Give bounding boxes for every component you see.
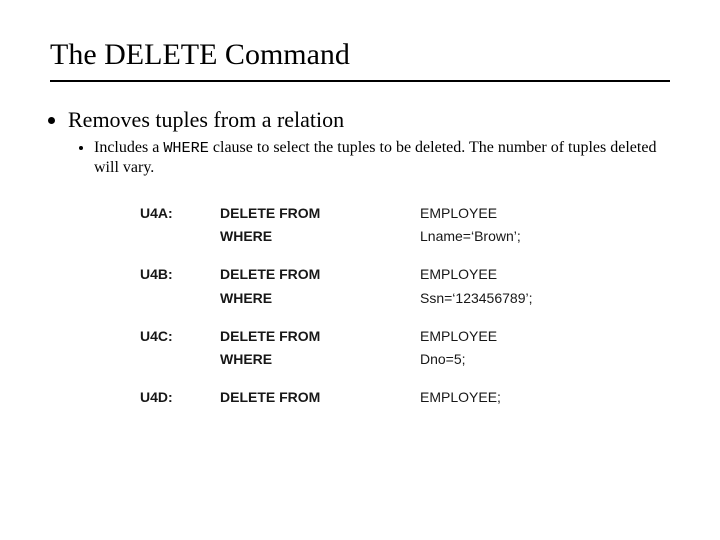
example-keyword: WHERE bbox=[220, 287, 420, 311]
bullet-l2-item: Includes a WHERE clause to select the tu… bbox=[94, 138, 670, 178]
example-row: WHERELname=‘Brown’; bbox=[140, 225, 670, 249]
example-row: U4A:DELETE FROMEMPLOYEE bbox=[140, 202, 670, 226]
example-label bbox=[140, 225, 220, 249]
example-keyword: WHERE bbox=[220, 225, 420, 249]
sql-examples: U4A:DELETE FROMEMPLOYEEWHERELname=‘Brown… bbox=[140, 202, 670, 411]
bullet-list-level2: Includes a WHERE clause to select the tu… bbox=[68, 138, 670, 178]
example-value: EMPLOYEE bbox=[420, 263, 670, 287]
slide: The DELETE Command Removes tuples from a… bbox=[0, 0, 720, 540]
example-label: U4B: bbox=[140, 263, 220, 287]
example-row: U4B:DELETE FROMEMPLOYEE bbox=[140, 263, 670, 287]
example-block: U4A:DELETE FROMEMPLOYEEWHERELname=‘Brown… bbox=[140, 202, 670, 250]
bullet-list-level1: Removes tuples from a relation Includes … bbox=[50, 106, 670, 178]
example-label: U4C: bbox=[140, 325, 220, 349]
slide-title: The DELETE Command bbox=[50, 38, 670, 72]
bullet-l1-item: Removes tuples from a relation Includes … bbox=[68, 106, 670, 178]
example-block: U4C:DELETE FROMEMPLOYEEWHEREDno=5; bbox=[140, 325, 670, 373]
bullet-l2-text-a: Includes a bbox=[94, 139, 163, 156]
example-block: U4B:DELETE FROMEMPLOYEEWHERESsn=‘1234567… bbox=[140, 263, 670, 311]
example-label: U4D: bbox=[140, 386, 220, 410]
bullet-l2-code: WHERE bbox=[163, 139, 209, 157]
example-row: U4D:DELETE FROMEMPLOYEE; bbox=[140, 386, 670, 410]
example-row: U4C:DELETE FROMEMPLOYEE bbox=[140, 325, 670, 349]
example-block: U4D:DELETE FROMEMPLOYEE; bbox=[140, 386, 670, 410]
example-value: EMPLOYEE bbox=[420, 202, 670, 226]
example-keyword: WHERE bbox=[220, 348, 420, 372]
title-rule bbox=[50, 80, 670, 82]
example-value: EMPLOYEE; bbox=[420, 386, 670, 410]
example-label bbox=[140, 287, 220, 311]
example-label: U4A: bbox=[140, 202, 220, 226]
example-value: Dno=5; bbox=[420, 348, 670, 372]
bullet-l1-text: Removes tuples from a relation bbox=[68, 107, 344, 132]
example-value: EMPLOYEE bbox=[420, 325, 670, 349]
example-row: WHERESsn=‘123456789’; bbox=[140, 287, 670, 311]
example-keyword: DELETE FROM bbox=[220, 386, 420, 410]
example-label bbox=[140, 348, 220, 372]
example-keyword: DELETE FROM bbox=[220, 263, 420, 287]
example-value: Ssn=‘123456789’; bbox=[420, 287, 670, 311]
example-keyword: DELETE FROM bbox=[220, 202, 420, 226]
example-keyword: DELETE FROM bbox=[220, 325, 420, 349]
example-row: WHEREDno=5; bbox=[140, 348, 670, 372]
example-value: Lname=‘Brown’; bbox=[420, 225, 670, 249]
